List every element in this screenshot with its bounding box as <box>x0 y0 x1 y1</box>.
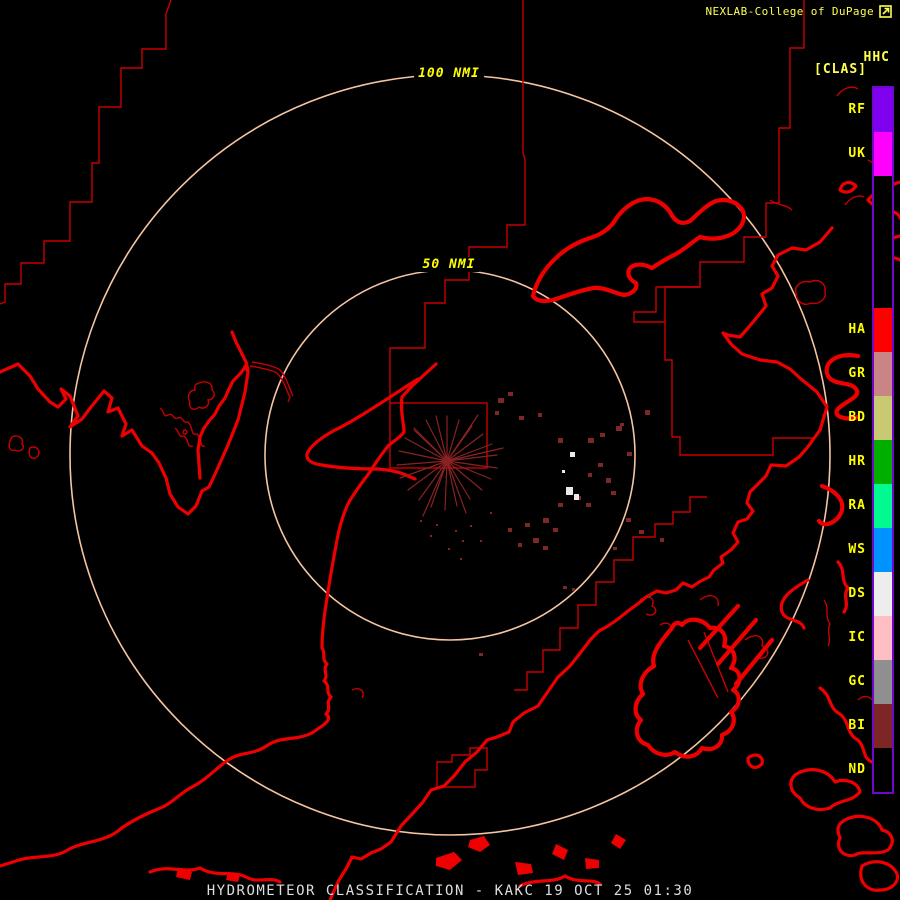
legend-label-GC: GC <box>848 674 866 689</box>
legend-segment-BD <box>874 396 892 440</box>
range-ring-label-100: 100 NMI <box>414 66 484 81</box>
external-link-icon[interactable] <box>879 5 892 18</box>
legend-label-WS: WS <box>848 542 866 557</box>
legend-segment-ND <box>874 748 892 792</box>
status-bar: HYDROMETEOR CLASSIFICATION - KAKC 19 OCT… <box>206 883 694 899</box>
legend-label-BD: BD <box>848 410 866 425</box>
road-network <box>396 414 504 560</box>
coastlines <box>0 86 900 900</box>
legend-colorbar <box>872 86 894 794</box>
legend-segment-gap <box>874 176 892 308</box>
legend-segment-RA <box>874 484 892 528</box>
legend-label-GR: GR <box>848 366 866 381</box>
legend-segment-IC <box>874 616 892 660</box>
legend-segment-GR <box>874 352 892 396</box>
title-bar: NEXLAB-College of DuPage <box>705 5 892 18</box>
legend-segment-WS <box>874 528 892 572</box>
legend-segment-HA <box>874 308 892 352</box>
river-coast <box>310 395 406 735</box>
legend-label-DS: DS <box>848 586 866 601</box>
site-title: NEXLAB-College of DuPage <box>705 5 874 18</box>
legend-label-RF: RF <box>848 102 866 117</box>
legend-label-RA: RA <box>848 498 866 513</box>
legend-label-HA: HA <box>848 322 866 337</box>
radar-echoes <box>479 392 664 656</box>
legend-segment-BI <box>874 704 892 748</box>
legend-segment-HR <box>874 440 892 484</box>
legend-label-UK: UK <box>848 146 866 161</box>
legend-label-BI: BI <box>848 718 866 733</box>
lake-outline <box>530 197 747 304</box>
legend-segment-GC <box>874 660 892 704</box>
legend-segment-UK <box>874 132 892 176</box>
legend-label-ND: ND <box>848 762 866 777</box>
legend-segment-DS <box>874 572 892 616</box>
product-code-label: HHC <box>863 50 890 65</box>
legend-segment-RF <box>874 88 892 132</box>
peninsula-coast <box>328 226 834 900</box>
fjord-peninsula <box>633 617 742 759</box>
legend-label-IC: IC <box>848 630 866 645</box>
river-details <box>8 159 894 705</box>
product-tag-label: [CLAS] <box>814 62 867 77</box>
legend-label-HR: HR <box>848 454 866 469</box>
range-ring-label-50: 50 NMI <box>418 257 480 272</box>
